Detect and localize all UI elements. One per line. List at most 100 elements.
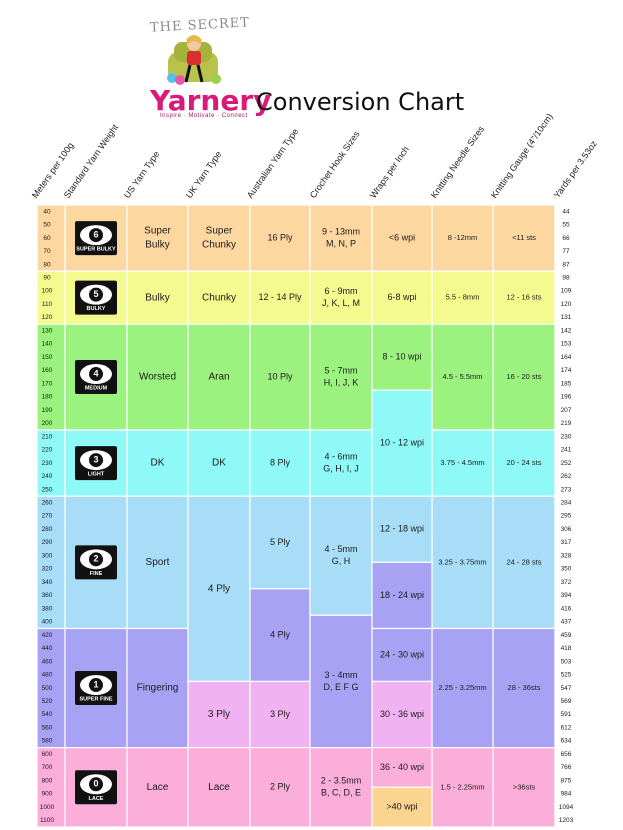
meters-value: 210	[42, 433, 53, 440]
us-type-label: Fingering	[137, 683, 179, 694]
yards-value: 437	[561, 619, 572, 626]
yards-value: 230	[561, 433, 572, 440]
yards-value: 984	[561, 791, 572, 798]
meters-value: 260	[42, 499, 53, 506]
meters-value: 900	[42, 791, 53, 798]
us-type-label: Bulky	[145, 240, 169, 251]
hook-letters-label: B, C, D, E	[321, 788, 361, 798]
gauge-cell	[492, 746, 556, 828]
us-type-cell	[126, 270, 189, 325]
meters-value: 380	[42, 605, 53, 612]
uk-type-label: Super	[206, 226, 233, 237]
meters-band	[36, 204, 66, 272]
meters-value: 120	[42, 314, 53, 321]
wpi-label: 24 - 30 wpi	[380, 649, 424, 659]
yarn-weight-number: 1	[93, 679, 98, 689]
us-type-cell	[126, 495, 189, 630]
wpi-label: 6-8 wpi	[387, 292, 416, 302]
yards-value: 109	[561, 288, 572, 295]
aus-type-cell	[249, 588, 311, 683]
meters-value: 520	[42, 698, 53, 705]
yards-band	[554, 204, 591, 272]
aus-type-cell	[249, 270, 311, 325]
hook-cell	[309, 323, 373, 431]
meters-value: 440	[42, 645, 53, 652]
meters-band	[36, 495, 66, 630]
yards-band	[554, 495, 591, 630]
meters-value: 280	[42, 526, 53, 533]
aus-type-label: 2 Ply	[270, 782, 291, 792]
meters-value: 220	[42, 447, 53, 454]
hook-size-label: 6 - 9mm	[324, 286, 357, 296]
meters-value: 580	[42, 738, 53, 745]
meters-value: 290	[42, 539, 53, 546]
yards-value: 1203	[559, 817, 574, 824]
meters-value: 800	[42, 777, 53, 784]
meters-value: 420	[42, 632, 53, 639]
us-type-label: Sport	[146, 557, 170, 568]
gauge-cell	[492, 495, 556, 630]
wpi-label: 36 - 40 wpi	[380, 762, 424, 772]
gauge-cell	[492, 270, 556, 325]
gauge-label: <11 sts	[512, 233, 536, 242]
hook-size-label: 4 - 6mm	[324, 451, 357, 461]
aus-type-label: 5 Ply	[270, 537, 291, 547]
meters-value: 500	[42, 685, 53, 692]
brand-tagline: Inspire · Motivate · Connect	[160, 113, 248, 119]
yards-value: 55	[562, 222, 570, 229]
meters-value: 460	[42, 658, 53, 665]
yards-value: 185	[561, 380, 572, 387]
wpi-cell	[371, 323, 433, 391]
uk-type-label: Aran	[208, 372, 229, 383]
meters-value: 250	[42, 486, 53, 493]
us-type-cell	[126, 429, 189, 497]
gauge-label: 20 - 24 sts	[506, 458, 541, 467]
meters-value: 190	[42, 407, 53, 414]
aus-type-label: 3 Ply	[270, 709, 291, 719]
yards-value: 131	[561, 314, 572, 321]
hook-size-label: 4 - 5mm	[324, 544, 357, 554]
wpi-label: 10 - 12 wpi	[380, 438, 424, 448]
meters-band	[36, 323, 66, 431]
aus-type-cell	[249, 204, 311, 272]
meters-value: 300	[42, 552, 53, 559]
gauge-label: 24 - 28 sts	[506, 557, 541, 566]
yards-value: 284	[561, 499, 572, 506]
wpi-label: 18 - 24 wpi	[380, 590, 424, 600]
wpi-cell	[371, 561, 433, 630]
meters-value: 60	[43, 235, 51, 242]
aus-type-cell	[249, 323, 311, 431]
meters-value: 700	[42, 764, 53, 771]
yards-value: 416	[561, 605, 572, 612]
yards-value: 547	[561, 685, 572, 692]
meters-value: 170	[42, 380, 53, 387]
yards-value: 328	[561, 552, 572, 559]
meters-value: 270	[42, 513, 53, 520]
wpi-cell	[371, 389, 433, 497]
wpi-label: 12 - 18 wpi	[380, 524, 424, 534]
yarn-weight-number: 5	[93, 289, 98, 299]
yards-value: 656	[561, 751, 572, 758]
yards-value: 634	[561, 738, 572, 745]
aus-type-label: 12 - 14 Ply	[258, 292, 302, 302]
brand-header: THE SECRET Yarnery Inspire · Motivate · …	[0, 0, 623, 140]
needle-size-label: 4.5 - 5.5mm	[442, 372, 482, 381]
yards-value: 418	[561, 645, 572, 652]
gauge-label: 16 - 20 sts	[506, 372, 541, 381]
uk-type-label: Chunky	[202, 292, 236, 303]
yards-value: 569	[561, 698, 572, 705]
yarn-weight-name: LACE	[89, 796, 104, 802]
meters-band	[36, 270, 66, 325]
meters-value: 150	[42, 354, 53, 361]
hook-size-label: 2 - 3.5mm	[321, 776, 362, 786]
yards-value: 174	[561, 367, 572, 374]
yards-value: 77	[562, 248, 570, 255]
wpi-label: <6 wpi	[389, 232, 415, 242]
meters-value: 130	[42, 327, 53, 334]
meters-value: 90	[43, 275, 51, 282]
needle-size-label: 5.5 - 8mm	[446, 293, 480, 302]
yarn-weight-number-bg	[89, 777, 103, 792]
yarn-weight-number-bg	[89, 552, 103, 567]
hook-letters-label: M, N, P	[326, 238, 356, 248]
